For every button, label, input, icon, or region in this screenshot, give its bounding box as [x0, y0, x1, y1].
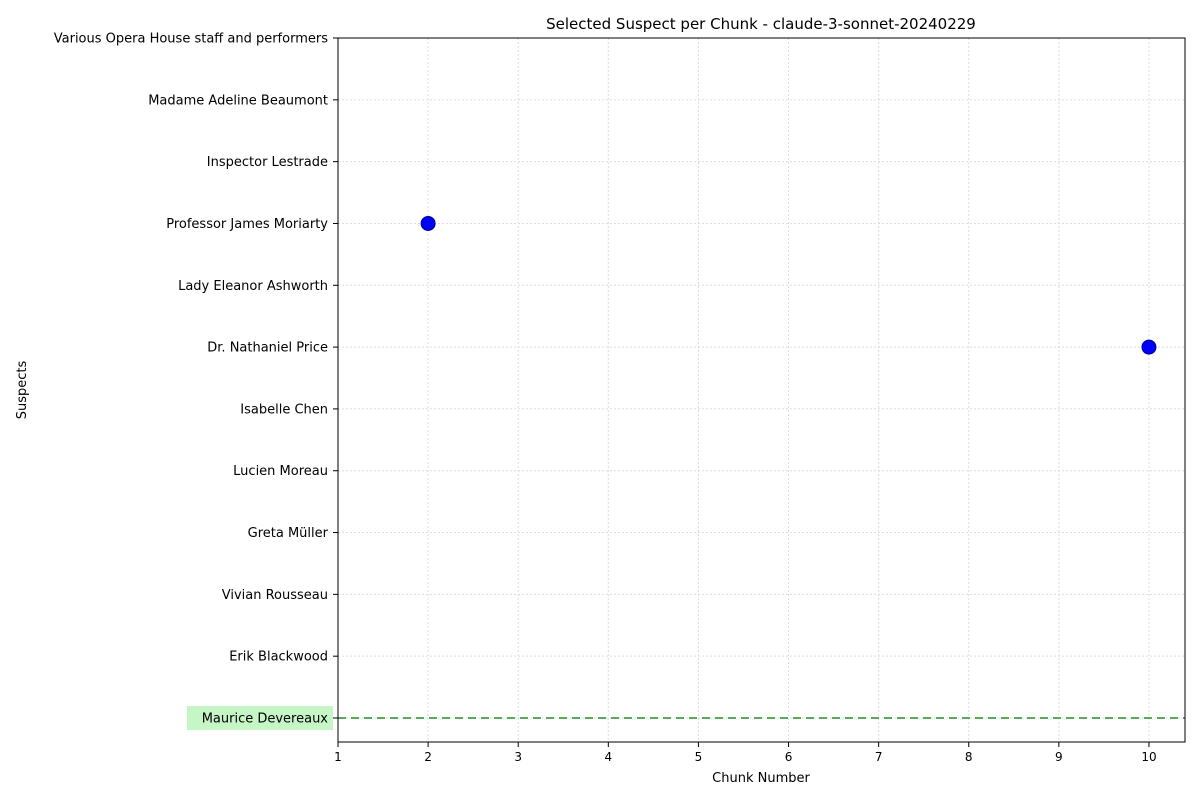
highlight-layer: [187, 706, 1185, 730]
x-tick-label: 6: [785, 750, 793, 764]
x-tick-label: 7: [875, 750, 883, 764]
x-tick-label: 5: [695, 750, 703, 764]
y-tick-label: Dr. Nathaniel Price: [207, 341, 328, 356]
data-points: [420, 215, 1157, 355]
x-tick-label: 3: [514, 750, 522, 764]
y-tick-label: Professor James Moriarty: [166, 217, 328, 232]
data-point: [1141, 339, 1157, 355]
y-tick-label: Vivian Rousseau: [222, 588, 328, 603]
data-point: [420, 215, 436, 231]
y-axis-ticks: Maurice Devereaux Erik Blackwood Vivian Ro…: [54, 32, 338, 727]
x-axis-ticks: 1 2 3 4 5 6 7 8 9 10: [334, 742, 1157, 764]
y-tick-label: Lady Eleanor Ashworth: [178, 279, 328, 294]
y-tick-label: Lucien Moreau: [233, 464, 328, 479]
y-tick-label: Maurice Devereaux: [202, 712, 329, 727]
x-tick-label: 9: [1055, 750, 1063, 764]
x-tick-label: 4: [604, 750, 612, 764]
grid: [337, 37, 1185, 742]
plot-frame: [337, 37, 1186, 743]
y-tick-label: Erik Blackwood: [229, 650, 328, 665]
y-tick-label: Madame Adeline Beaumont: [148, 93, 328, 108]
highlight-label-bg: [187, 706, 333, 730]
y-tick-label: Isabelle Chen: [240, 402, 328, 417]
y-tick-label: Various Opera House staff and performers: [54, 32, 328, 47]
y-axis-label: Suspects: [15, 361, 30, 420]
x-tick-label: 10: [1141, 750, 1156, 764]
x-tick-label: 8: [965, 750, 973, 764]
x-tick-label: 1: [334, 750, 342, 764]
y-tick-label: Inspector Lestrade: [207, 155, 328, 170]
x-axis-label: Chunk Number: [712, 771, 810, 786]
chart-title: Selected Suspect per Chunk - claude-3-so…: [546, 15, 976, 33]
x-tick-label: 2: [424, 750, 432, 764]
y-tick-label: Greta Müller: [248, 526, 329, 541]
